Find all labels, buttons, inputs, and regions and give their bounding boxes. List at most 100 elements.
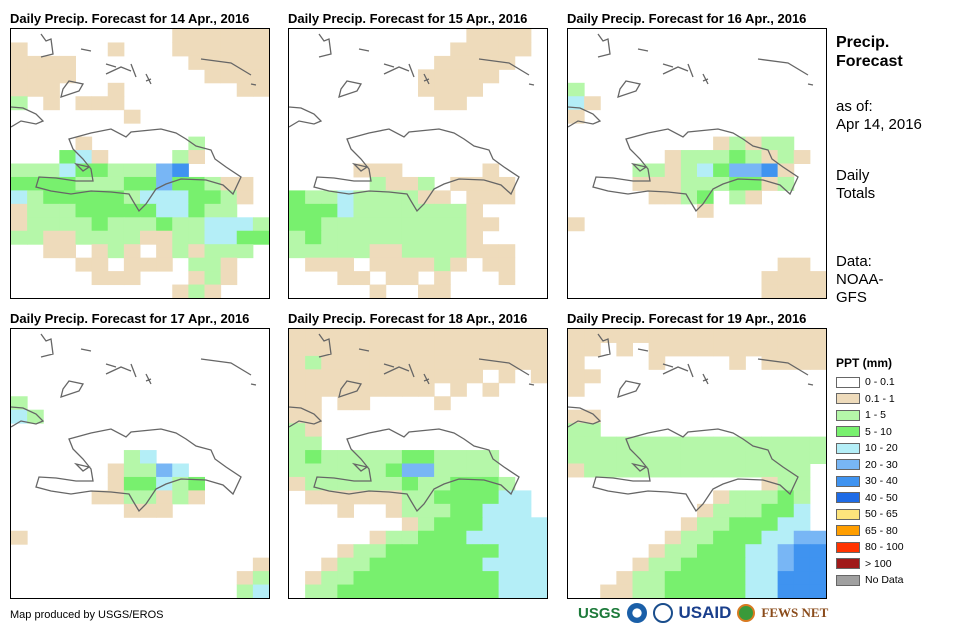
precip-cell — [777, 530, 795, 545]
precip-cell — [482, 463, 500, 478]
precip-cell — [172, 463, 189, 478]
precip-cell — [745, 544, 762, 559]
precip-cell — [107, 96, 125, 111]
precip-cell — [91, 230, 109, 245]
precip-cell — [729, 571, 746, 586]
precip-cell — [761, 342, 779, 357]
precip-cell — [305, 584, 322, 598]
precip-cell — [793, 557, 811, 572]
precip-cell — [777, 463, 795, 478]
legend-label: 65 - 80 — [865, 524, 898, 537]
precip-cell — [401, 517, 419, 532]
legend-item: 50 - 65 — [836, 506, 904, 523]
precip-cell — [204, 190, 222, 205]
precip-cell — [664, 163, 682, 178]
precip-cell — [568, 355, 585, 370]
precip-cell — [498, 329, 516, 343]
legend-swatch — [836, 426, 860, 438]
precip-cell — [482, 571, 500, 586]
precip-cell — [482, 503, 500, 518]
precip-cell — [321, 382, 338, 397]
precip-cell — [809, 584, 826, 598]
precip-cell — [434, 271, 451, 286]
precip-cell — [745, 571, 762, 586]
precip-cell — [530, 329, 547, 343]
precip-cell — [369, 450, 387, 464]
precip-cell — [482, 42, 500, 57]
precip-cell — [434, 230, 451, 245]
precip-cell — [156, 503, 173, 518]
precip-cell — [697, 503, 714, 518]
precip-cell — [584, 450, 601, 464]
precip-cell — [466, 82, 483, 97]
precip-cell — [600, 584, 617, 598]
precip-cell — [204, 29, 222, 43]
precip-cell — [450, 490, 467, 505]
legend-item: 40 - 50 — [836, 490, 904, 507]
precip-cell — [289, 203, 306, 218]
precip-cell — [401, 450, 419, 464]
precip-cell — [793, 490, 811, 505]
as-of-date: Apr 14, 2016 — [836, 116, 922, 133]
precip-cell — [385, 257, 403, 272]
precip-cell — [204, 244, 222, 259]
precip-cell — [369, 463, 387, 478]
precip-cell — [107, 476, 125, 491]
precip-cell — [337, 557, 354, 572]
precip-cell — [321, 342, 338, 357]
precip-cell — [498, 42, 516, 57]
precip-map — [568, 33, 826, 298]
precip-cell — [91, 176, 109, 191]
precip-cell — [418, 203, 435, 218]
usaid-seal — [652, 603, 673, 623]
precip-cell — [697, 463, 714, 478]
precip-cell — [664, 571, 682, 586]
precip-cell — [697, 150, 714, 164]
precip-cell — [777, 503, 795, 518]
precip-cell — [289, 450, 306, 464]
precip-cell — [305, 190, 322, 205]
precip-cell — [353, 382, 371, 397]
precip-cell — [204, 217, 222, 232]
precip-cell — [466, 571, 483, 586]
precip-cell — [745, 436, 762, 451]
precip-cell — [140, 450, 157, 464]
precip-cell — [385, 176, 403, 191]
precip-cell — [616, 584, 633, 598]
precip-cell — [729, 503, 746, 518]
legend-swatch — [836, 393, 860, 405]
precip-cell — [466, 544, 483, 559]
precip-cell — [11, 190, 28, 205]
precip-cell — [777, 342, 795, 357]
precip-cell — [123, 176, 141, 191]
precip-cell — [498, 544, 516, 559]
precip-cell — [697, 163, 714, 178]
precip-map — [11, 29, 269, 298]
precip-cell — [761, 436, 779, 451]
precip-cell — [777, 490, 795, 505]
panel-title: Daily Precip. Forecast for 17 Apr., 2016 — [10, 311, 250, 326]
precip-cell — [401, 544, 419, 559]
precip-cell — [401, 557, 419, 572]
precip-cell — [188, 136, 205, 151]
precip-cell — [418, 382, 435, 397]
precip-cell — [418, 69, 435, 84]
precip-cell — [450, 544, 467, 559]
precip-cell — [482, 342, 500, 357]
precip-cell — [466, 450, 483, 464]
precip-cell — [584, 329, 601, 343]
legend-swatch — [836, 376, 860, 388]
precip-cell — [140, 217, 157, 232]
precip-cell — [697, 517, 714, 532]
legend-swatch — [836, 409, 860, 421]
precip-cell — [385, 230, 403, 245]
usaid-logo: USAID — [678, 603, 732, 622]
precip-cell — [568, 329, 585, 343]
precip-cell — [353, 355, 371, 370]
legend-item: > 100 — [836, 556, 904, 573]
precip-cell — [289, 463, 306, 478]
precip-cell — [729, 463, 746, 478]
precip-cell — [385, 544, 403, 559]
precip-cell — [369, 329, 387, 343]
precip-cell — [43, 55, 60, 70]
